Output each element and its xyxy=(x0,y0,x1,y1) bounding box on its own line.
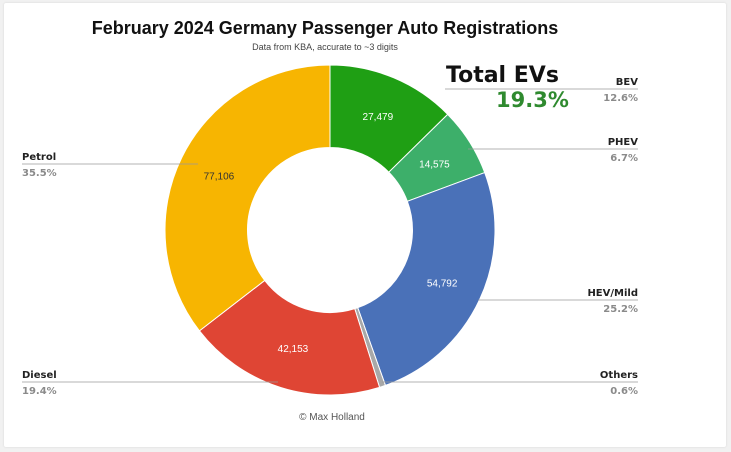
slice-hev-mild xyxy=(357,171,496,387)
category-label-others: Others xyxy=(600,370,638,381)
percent-label-others: 0.6% xyxy=(610,386,638,397)
copyright-footer: © Max Holland xyxy=(299,412,365,423)
value-label-diesel: 42,153 xyxy=(278,344,309,355)
percent-label-diesel: 19.4% xyxy=(22,386,57,397)
percent-label-hev-mild: 25.2% xyxy=(603,304,638,315)
side-labels: BEV 12.6% PHEV 6.7% HEV/Mild 25.2% Others 0.6% D… xyxy=(22,77,638,397)
slice-diesel xyxy=(198,279,381,396)
value-label-hev-mild: 54,792 xyxy=(427,278,458,289)
total-evs-label: Total EVs xyxy=(446,63,559,88)
category-label-bev: BEV xyxy=(616,77,638,88)
percent-label-phev: 6.7% xyxy=(610,153,638,164)
percent-label-bev: 12.6% xyxy=(603,93,638,104)
slice-petrol xyxy=(164,64,331,332)
donut-slices xyxy=(164,64,496,396)
value-label-phev: 14,575 xyxy=(419,160,450,171)
category-label-petrol: Petrol xyxy=(22,152,56,163)
value-label-petrol: 77,106 xyxy=(204,171,235,182)
chart-subtitle: Data from KBA, accurate to ~3 digits xyxy=(252,42,398,52)
category-label-diesel: Diesel xyxy=(22,370,57,381)
percent-label-petrol: 35.5% xyxy=(22,168,57,179)
value-label-bev: 27,479 xyxy=(363,112,394,123)
total-evs-value: 19.3% xyxy=(496,88,569,112)
slice-value-labels: 27,479 14,575 54,792 42,153 77,106 xyxy=(204,112,458,355)
category-label-phev: PHEV xyxy=(608,137,639,148)
chart-title: February 2024 Germany Passenger Auto Reg… xyxy=(91,18,559,38)
category-label-hev-mild: HEV/Mild xyxy=(587,288,638,299)
